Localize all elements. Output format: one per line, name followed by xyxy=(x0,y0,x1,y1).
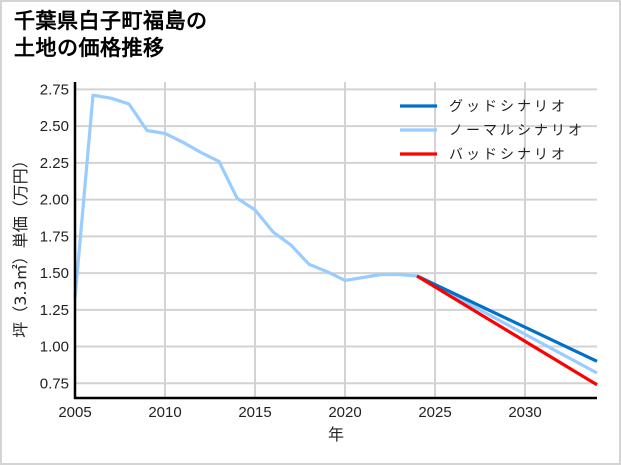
y-tick-label: 1.00 xyxy=(40,339,69,356)
x-axis-label: 年 xyxy=(328,425,344,444)
legend-label: グッドシナリオ xyxy=(449,99,568,115)
x-tick-label: 2010 xyxy=(148,404,181,421)
series-line-2 xyxy=(416,274,598,387)
y-tick-label: 2.50 xyxy=(40,118,69,135)
y-tick-label: 2.25 xyxy=(40,155,69,172)
series-line-1 xyxy=(73,93,598,375)
y-tick-label: 2.75 xyxy=(40,81,69,98)
y-tick-label: 1.25 xyxy=(40,302,69,319)
y-axis-label: 坪（3.3㎡）単価（万円） xyxy=(11,152,30,337)
series-lines xyxy=(73,93,598,387)
x-tick-label: 2015 xyxy=(238,404,271,421)
grid-lines xyxy=(75,82,597,398)
x-tick-label: 2005 xyxy=(58,404,91,421)
tick-labels: 0.75 1.00 1.25 1.50 1.75 2.00 2.25 2.50 2.75 2005… xyxy=(40,81,542,421)
legend-label: バッドシナリオ xyxy=(449,147,568,163)
axes xyxy=(73,82,597,400)
y-tick-label: 1.75 xyxy=(40,228,69,245)
y-tick-label: 1.50 xyxy=(40,265,69,282)
chart-title: 千葉県白子町福島の 土地の価格推移 xyxy=(14,9,208,60)
legend-label: ノーマルシナリオ xyxy=(449,123,585,139)
y-tick-label: 0.75 xyxy=(40,375,69,392)
x-tick-label: 2025 xyxy=(418,404,451,421)
y-tick-label: 2.00 xyxy=(40,192,69,209)
x-tick-label: 2020 xyxy=(328,404,361,421)
series-line-0 xyxy=(416,274,598,363)
x-tick-label: 2030 xyxy=(508,404,541,421)
